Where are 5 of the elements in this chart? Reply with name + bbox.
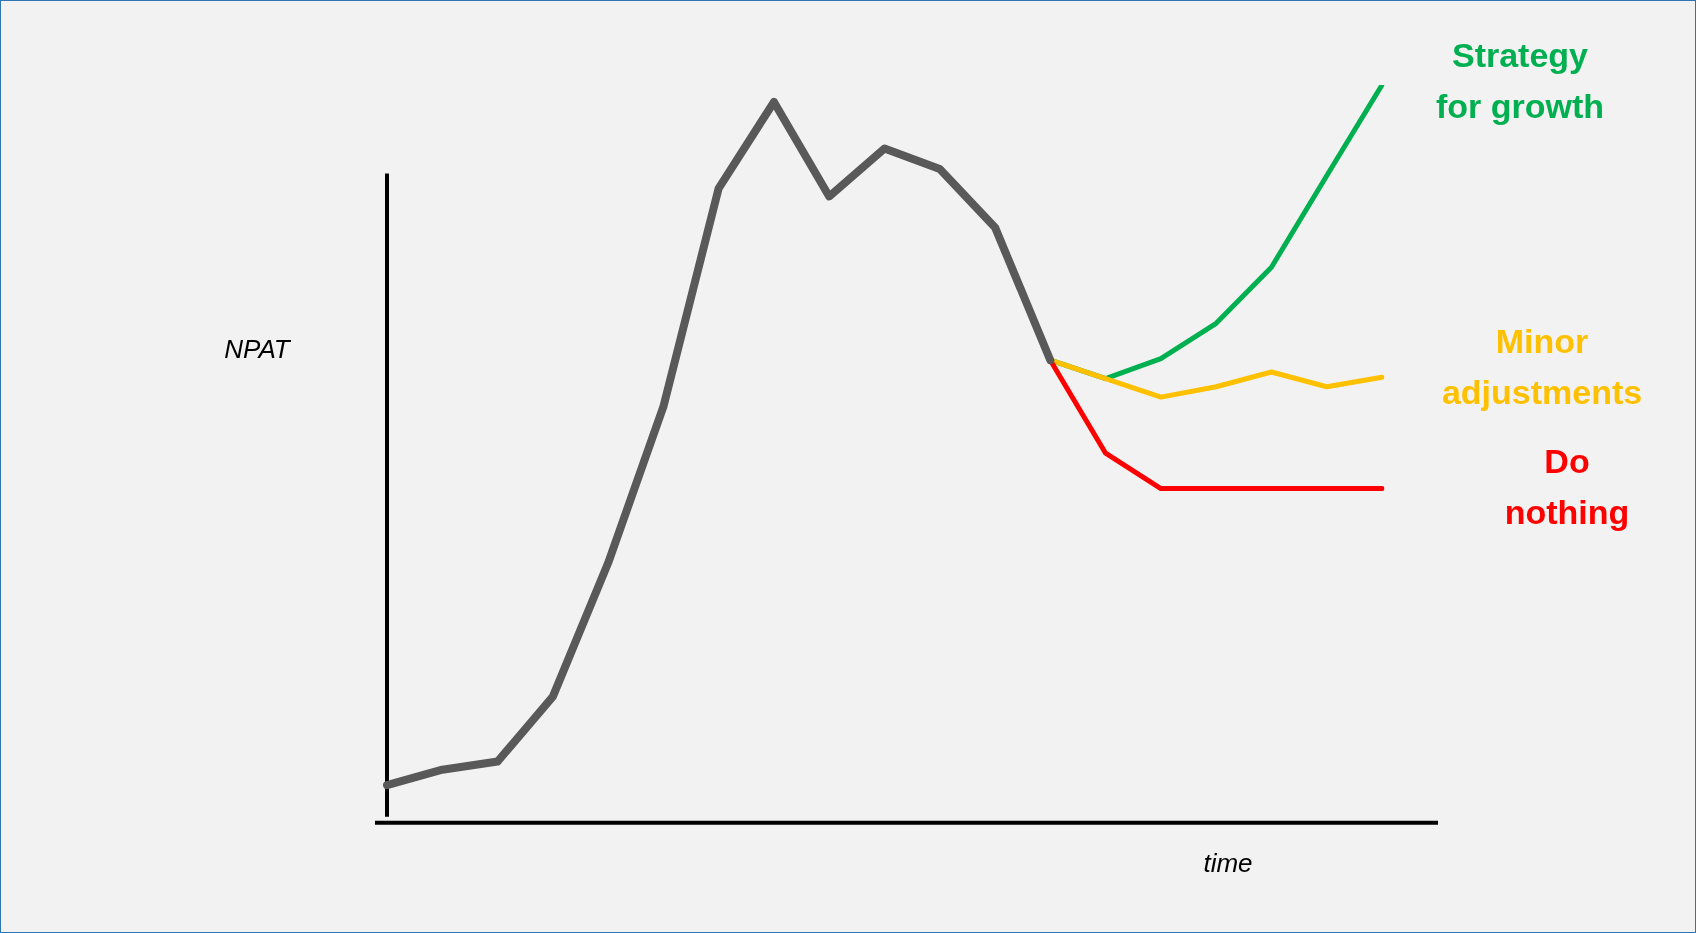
y-axis-title: NPAT — [224, 333, 292, 364]
x-axis-title: time — [1203, 848, 1253, 879]
text: Do nothing — [1504, 441, 1630, 531]
series-label: Strategy for growth — [1435, 36, 1605, 126]
series-label: Minor adjustments — [1441, 321, 1643, 411]
